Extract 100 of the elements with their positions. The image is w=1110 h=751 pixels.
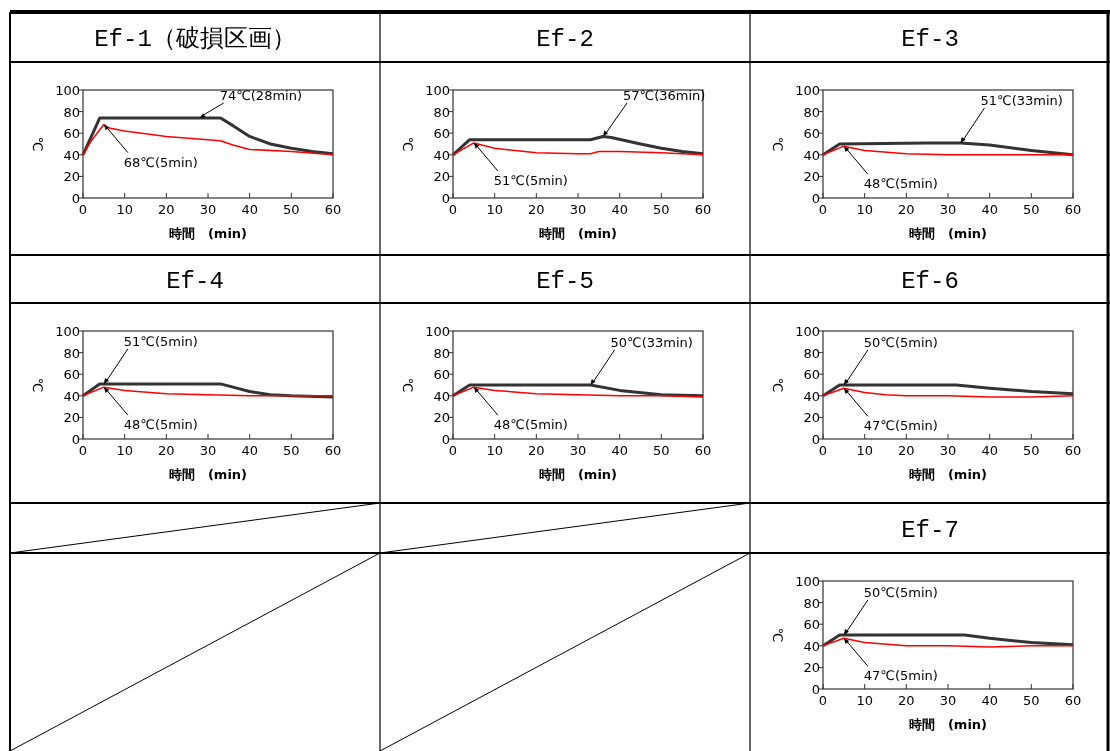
x-tick-label: 50 [1023, 693, 1040, 708]
x-tick-label: 10 [486, 202, 503, 217]
x-tick-label: 20 [158, 443, 175, 458]
x-tick-label: 30 [199, 443, 217, 458]
x-tick-label: 30 [199, 202, 217, 217]
y-tick-label: 80 [803, 345, 820, 361]
y-axis-title: ℃ [770, 136, 785, 152]
y-axis-title: ℃ [770, 377, 785, 393]
x-tick-label: 30 [939, 202, 957, 217]
y-tick-label: 0 [71, 191, 80, 206]
annotation: 50℃(33min) [610, 335, 693, 350]
x-tick-label: 30 [569, 443, 587, 458]
y-tick-label: 20 [433, 169, 450, 185]
x-tick-label: 10 [116, 443, 133, 458]
y-tick-label: 40 [803, 147, 820, 163]
x-tick-label: 40 [981, 693, 998, 708]
x-axis-title: 時間 (min) [168, 467, 248, 482]
annotation: 68℃(5min) [123, 154, 198, 170]
chart-title: Ef-6 [901, 268, 959, 295]
chart-title: Ef-2 [536, 26, 594, 53]
x-tick-label: 20 [898, 443, 915, 458]
chart-title: Ef-1（破損区画） [94, 26, 296, 53]
annotation: 51℃(5min) [493, 172, 568, 188]
x-tick-label: 60 [1064, 693, 1082, 708]
x-tick-label: 50 [283, 443, 300, 458]
x-tick-label: 40 [241, 202, 258, 217]
y-tick-label: 100 [795, 324, 820, 339]
y-tick-label: 60 [803, 617, 820, 633]
annotation: 50℃(5min) [863, 585, 938, 600]
y-tick-label: 20 [63, 169, 80, 185]
x-tick-label: 20 [898, 202, 915, 217]
x-tick-label: 10 [856, 693, 873, 708]
x-tick-label: 50 [1023, 443, 1040, 458]
y-tick-label: 0 [811, 682, 820, 697]
x-tick-label: 60 [1064, 202, 1082, 217]
x-tick-label: 10 [856, 202, 873, 217]
x-tick-label: 40 [611, 443, 628, 458]
x-tick-label: 40 [981, 202, 998, 217]
annotation: 48℃(5min) [493, 417, 568, 433]
annotation: 51℃(33min) [980, 92, 1063, 108]
y-tick-label: 60 [433, 126, 450, 142]
x-tick-label: 20 [528, 202, 545, 217]
y-axis-title: ℃ [770, 627, 785, 643]
y-tick-label: 40 [63, 388, 80, 404]
y-tick-label: 0 [811, 432, 820, 447]
x-tick-label: 30 [939, 443, 957, 458]
y-tick-label: 0 [441, 432, 450, 447]
y-tick-label: 20 [803, 660, 820, 676]
x-tick-label: 20 [898, 693, 915, 708]
x-tick-label: 10 [486, 443, 503, 458]
y-tick-label: 0 [811, 191, 820, 206]
annotation: 48℃(5min) [863, 176, 938, 192]
chart-title: Ef-3 [901, 26, 959, 53]
y-tick-label: 20 [803, 169, 820, 185]
x-tick-label: 50 [1023, 202, 1040, 217]
y-axis-title: ℃ [400, 377, 415, 393]
y-tick-label: 40 [63, 147, 80, 163]
y-tick-label: 80 [803, 104, 820, 120]
x-tick-label: 50 [653, 202, 670, 217]
y-tick-label: 80 [433, 104, 450, 120]
x-axis-title: 時間 (min) [908, 226, 988, 241]
x-axis-title: 時間 (min) [538, 467, 618, 482]
y-tick-label: 100 [795, 83, 820, 98]
x-tick-label: 50 [653, 443, 670, 458]
annotation: 57℃(36min) [623, 88, 706, 103]
annotation: 50℃(5min) [863, 335, 938, 350]
x-tick-label: 20 [158, 202, 175, 217]
x-axis-title: 時間 (min) [908, 467, 988, 482]
x-tick-label: 50 [283, 202, 300, 217]
annotation: 48℃(5min) [123, 417, 198, 433]
x-tick-label: 60 [694, 202, 712, 217]
annotation: 51℃(5min) [123, 333, 198, 349]
y-tick-label: 0 [441, 191, 450, 206]
y-tick-label: 40 [803, 638, 820, 654]
chart-title: Ef-7 [901, 517, 959, 544]
y-tick-label: 60 [63, 126, 80, 142]
annotation: 47℃(5min) [863, 418, 938, 434]
x-tick-label: 30 [939, 693, 957, 708]
x-tick-label: 40 [241, 443, 258, 458]
y-tick-label: 80 [63, 345, 80, 361]
x-tick-label: 60 [324, 202, 342, 217]
y-tick-label: 40 [433, 147, 450, 163]
y-tick-label: 60 [63, 367, 80, 383]
y-tick-label: 80 [803, 595, 820, 611]
y-axis-title: ℃ [30, 136, 45, 152]
y-tick-label: 0 [71, 432, 80, 447]
y-tick-label: 20 [803, 410, 820, 426]
y-tick-label: 60 [803, 126, 820, 142]
y-tick-label: 100 [795, 574, 820, 589]
y-tick-label: 80 [433, 345, 450, 361]
x-axis-title: 時間 (min) [168, 226, 248, 241]
x-tick-label: 60 [694, 443, 712, 458]
chart-title: Ef-4 [166, 268, 224, 295]
y-tick-label: 40 [433, 388, 450, 404]
x-axis-title: 時間 (min) [538, 226, 618, 241]
x-tick-label: 30 [569, 202, 587, 217]
y-tick-label: 60 [803, 367, 820, 383]
annotation: 47℃(5min) [863, 668, 938, 684]
chart-title: Ef-5 [536, 268, 594, 295]
y-tick-label: 100 [425, 324, 450, 339]
